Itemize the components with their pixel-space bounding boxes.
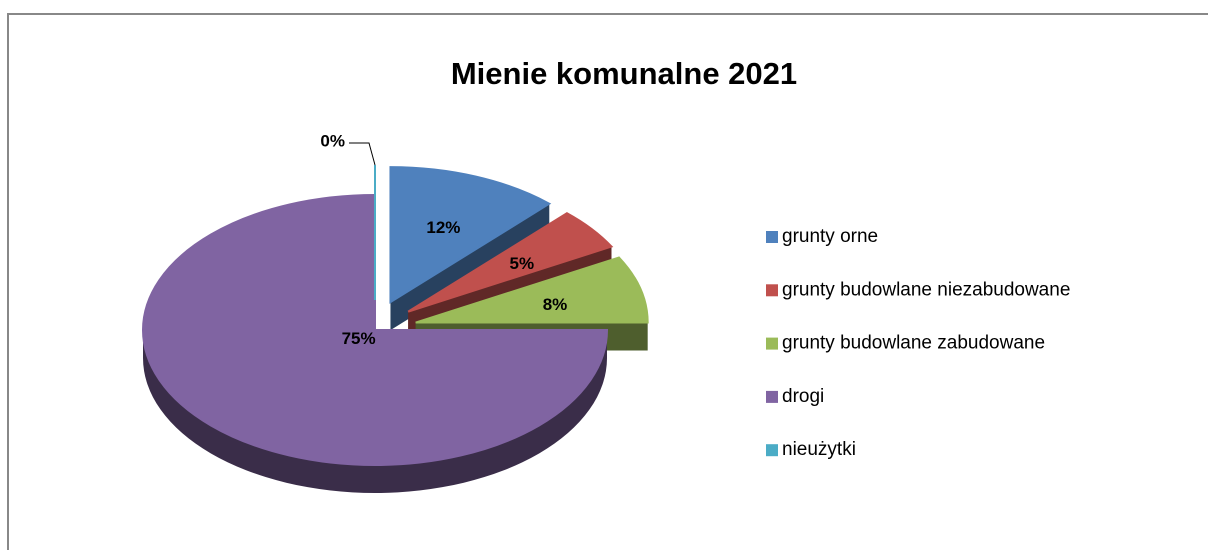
legend: grunty orne grunty budowlane niezabudowan… <box>766 226 1070 460</box>
slice <box>415 256 649 324</box>
legend-swatch <box>766 231 778 243</box>
slice-side <box>143 330 607 493</box>
chart-frame <box>7 13 1208 550</box>
leader-line <box>349 142 376 166</box>
data-label: 5% <box>510 254 535 273</box>
data-label: 12% <box>426 218 460 237</box>
slice <box>142 193 609 466</box>
legend-label: grunty budowlane zabudowane <box>782 333 1045 354</box>
legend-label: nieużytki <box>782 439 856 460</box>
data-label: 75% <box>342 329 376 348</box>
legend-label: grunty budowlane niezabudowane <box>782 279 1070 300</box>
data-label: 0% <box>320 131 345 150</box>
legend-swatch <box>766 284 778 297</box>
slice <box>407 212 614 313</box>
legend-swatch <box>766 337 778 350</box>
legend-swatch <box>766 444 778 457</box>
legend-label: drogi <box>782 386 824 407</box>
chart-title: Mienie komunalne 2021 <box>451 56 797 91</box>
data-label: 8% <box>543 295 568 314</box>
legend-swatch <box>766 390 778 403</box>
slice <box>389 166 552 304</box>
legend-label: grunty orne <box>782 226 878 247</box>
pie: 12% 5% 8% 75% 0% <box>142 131 649 493</box>
